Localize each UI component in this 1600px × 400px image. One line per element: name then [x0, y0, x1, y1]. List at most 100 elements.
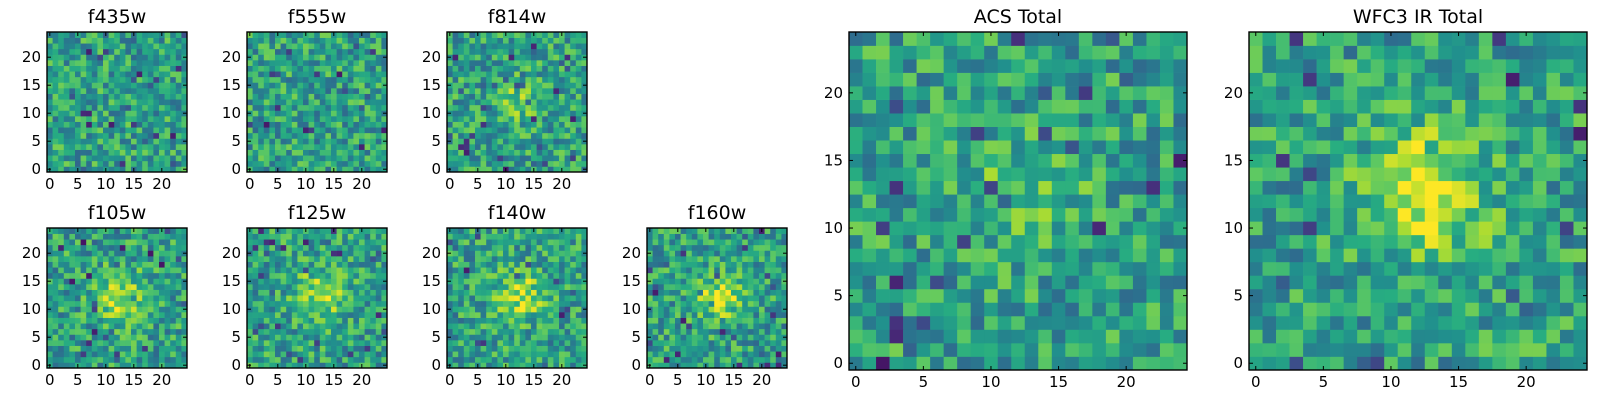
pixel-cell — [263, 239, 270, 246]
pixel-cell — [486, 312, 493, 318]
pixel-cell — [170, 82, 177, 89]
pixel-cell — [263, 340, 270, 346]
pixel-cell — [125, 104, 132, 111]
pixel-cell — [370, 71, 377, 78]
pixel-cell — [325, 116, 332, 122]
pixel-cell — [114, 340, 121, 346]
pixel-cell — [747, 284, 754, 290]
pixel-cell — [258, 239, 265, 246]
pixel-cell — [519, 334, 526, 341]
pixel-cell — [153, 356, 160, 363]
pixel-cell — [297, 93, 304, 100]
pixel-cell — [680, 351, 687, 358]
pixel-cell — [742, 267, 749, 274]
pixel-cell — [170, 272, 177, 279]
pixel-cell — [181, 88, 188, 94]
pixel-cell — [770, 300, 777, 307]
pixel-cell — [364, 267, 371, 274]
pixel-cell — [342, 256, 349, 262]
pixel-cell — [536, 71, 543, 78]
pixel-cell — [142, 284, 149, 290]
pixel-cell — [862, 275, 877, 290]
pixel-cell — [80, 261, 87, 268]
pixel-cell — [80, 99, 87, 106]
pixel-cell — [364, 93, 371, 100]
pixel-cell — [553, 340, 560, 346]
pixel-cell — [175, 48, 182, 55]
pixel-cell — [536, 99, 543, 106]
panel-title: f814w — [488, 6, 547, 28]
pixel-cell — [742, 272, 749, 279]
pixel-cell — [325, 345, 332, 352]
pixel-cell — [175, 267, 182, 274]
pixel-cell — [889, 167, 904, 182]
pixel-cell — [943, 342, 958, 357]
pixel-cell — [91, 99, 98, 106]
pixel-cell — [463, 110, 470, 117]
pixel-cell — [86, 144, 93, 150]
pixel-cell — [570, 127, 577, 134]
pixel-cell — [536, 37, 543, 44]
pixel-cell — [491, 160, 498, 167]
pixel-cell — [103, 93, 109, 100]
pixel-cell — [486, 250, 493, 257]
pixel-cell — [581, 127, 588, 134]
pixel-cell — [1024, 261, 1039, 276]
pixel-cell — [497, 93, 504, 100]
pixel-cell — [297, 328, 304, 335]
pixel-cell — [903, 180, 917, 195]
pixel-cell — [170, 340, 177, 346]
pixel-cell — [903, 356, 917, 371]
pixel-cell — [342, 43, 349, 50]
pixel-cell — [164, 340, 171, 346]
pixel-cell — [375, 328, 382, 335]
pixel-cell — [364, 261, 371, 268]
pixel-cell — [342, 54, 349, 61]
pixel-cell — [303, 300, 309, 307]
pixel-cell — [147, 284, 154, 290]
pixel-cell — [452, 127, 459, 134]
pixel-cell — [675, 239, 681, 246]
pixel-cell — [503, 82, 509, 89]
pixel-cell — [775, 356, 782, 363]
pixel-cell — [525, 116, 532, 122]
pixel-cell — [370, 93, 377, 100]
pixel-cell — [280, 104, 287, 111]
pixel-cell — [86, 32, 93, 38]
pixel-cell — [125, 244, 132, 251]
pixel-cell — [463, 328, 470, 335]
pixel-cell — [452, 60, 459, 66]
pixel-cell — [108, 37, 115, 44]
pixel-cell — [252, 362, 259, 369]
pixel-cell — [497, 65, 504, 72]
pixel-cell — [263, 82, 270, 89]
pixel-cell — [486, 284, 493, 290]
pixel-cell — [469, 88, 476, 94]
pixel-cell — [1173, 275, 1188, 290]
pixel-cell — [297, 132, 304, 139]
pixel-cell — [164, 60, 171, 66]
pixel-cell — [862, 234, 877, 249]
pixel-cell — [876, 194, 890, 209]
pixel-cell — [531, 99, 537, 106]
pixel-cell — [119, 334, 126, 341]
pixel-cell — [86, 267, 93, 274]
pixel-cell — [764, 334, 771, 341]
pixel-cell — [252, 88, 259, 94]
pixel-cell — [525, 138, 532, 145]
pixel-cell — [469, 93, 476, 100]
pixel-cell — [164, 138, 171, 145]
pixel-cell — [153, 127, 160, 134]
pixel-cell — [291, 88, 298, 94]
pixel-cell — [269, 256, 276, 262]
pixel-cell — [375, 284, 382, 290]
pixel-cell — [452, 110, 459, 117]
pixel-cell — [252, 160, 259, 167]
pixel-cell — [542, 295, 549, 302]
pixel-cell — [114, 312, 121, 318]
pixel-cell — [181, 351, 188, 358]
x-tick-label: 5 — [273, 175, 283, 193]
pixel-cell — [463, 300, 470, 307]
pixel-cell — [575, 93, 582, 100]
pixel-cell — [547, 306, 554, 313]
